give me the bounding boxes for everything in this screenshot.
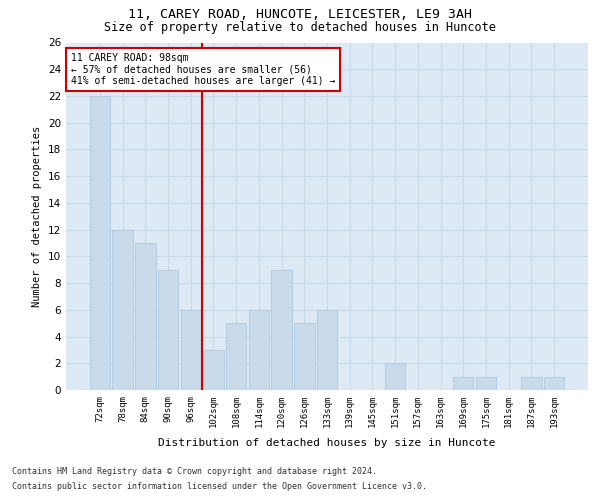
- Text: Contains public sector information licensed under the Open Government Licence v3: Contains public sector information licen…: [12, 482, 427, 491]
- Bar: [226, 323, 247, 390]
- Bar: [248, 310, 269, 390]
- Bar: [181, 310, 201, 390]
- Bar: [112, 230, 133, 390]
- Text: Size of property relative to detached houses in Huncote: Size of property relative to detached ho…: [104, 21, 496, 34]
- Text: Contains HM Land Registry data © Crown copyright and database right 2024.: Contains HM Land Registry data © Crown c…: [12, 467, 377, 476]
- Text: 11, CAREY ROAD, HUNCOTE, LEICESTER, LE9 3AH: 11, CAREY ROAD, HUNCOTE, LEICESTER, LE9 …: [128, 8, 472, 20]
- Bar: [521, 376, 542, 390]
- Bar: [453, 376, 473, 390]
- Bar: [271, 270, 292, 390]
- Text: 11 CAREY ROAD: 98sqm
← 57% of detached houses are smaller (56)
41% of semi-detac: 11 CAREY ROAD: 98sqm ← 57% of detached h…: [71, 53, 335, 86]
- Bar: [203, 350, 224, 390]
- Bar: [135, 243, 155, 390]
- Bar: [90, 96, 110, 390]
- Bar: [158, 270, 178, 390]
- X-axis label: Distribution of detached houses by size in Huncote: Distribution of detached houses by size …: [158, 438, 496, 448]
- Bar: [317, 310, 337, 390]
- Y-axis label: Number of detached properties: Number of detached properties: [32, 126, 43, 307]
- Bar: [476, 376, 496, 390]
- Bar: [294, 323, 314, 390]
- Bar: [385, 364, 406, 390]
- Bar: [544, 376, 564, 390]
